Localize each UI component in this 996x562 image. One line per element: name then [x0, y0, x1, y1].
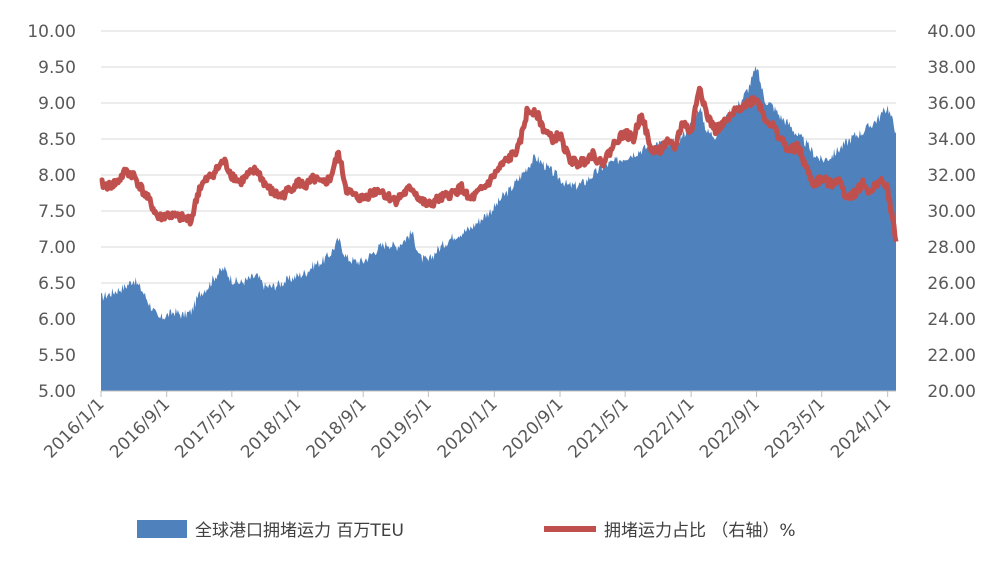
- area-series-layer: [101, 65, 896, 392]
- left-axis-tick-label: 8.50: [38, 130, 76, 150]
- left-axis-tick-label: 5.00: [38, 382, 76, 402]
- right-axis-tick-label: 24.00: [927, 310, 976, 330]
- x-axis-tick-label: 2018/9/1: [303, 394, 371, 462]
- line-series-layer: [99, 85, 899, 243]
- axes: [100, 390, 896, 397]
- left-axis-tick-label: 6.50: [38, 274, 76, 294]
- right-axis-tick-label: 38.00: [927, 58, 976, 78]
- left-axis-tick-label: 9.00: [38, 94, 76, 114]
- left-axis-tick-label: 9.50: [38, 58, 76, 78]
- x-axis-tick-label: 2020/1/1: [434, 394, 502, 462]
- x-axis-tick-label: 2017/5/1: [171, 394, 239, 462]
- x-axis-tick-labels: 2016/1/12016/9/12017/5/12018/1/12018/9/1…: [40, 394, 895, 462]
- x-axis-tick-label: 2021/5/1: [565, 394, 633, 462]
- x-axis-tick-label: 2016/1/1: [40, 394, 108, 462]
- left-axis-tick-labels: 5.00 5.50 6.00 6.50 7.00 7.50 8.00 8.50 9.00 9.50…: [27, 22, 76, 402]
- left-axis-tick-label: 7.00: [38, 238, 76, 258]
- x-axis-tick-label: 2022/1/1: [631, 394, 699, 462]
- left-axis-tick-label: 8.00: [38, 166, 76, 186]
- left-axis-tick-label: 10.00: [27, 22, 76, 42]
- right-axis-tick-label: 20.00: [927, 382, 976, 402]
- right-axis-tick-label: 30.00: [927, 202, 976, 222]
- legend-swatch-area: [137, 520, 187, 538]
- legend-label-area: 全球港口拥堵运力 百万TEU: [195, 521, 404, 541]
- right-axis-tick-label: 36.00: [927, 94, 976, 114]
- area-series-fill: [101, 65, 896, 392]
- right-axis-tick-label: 26.00: [927, 274, 976, 294]
- right-axis-tick-label: 32.00: [927, 166, 976, 186]
- legend-label-line: 拥堵运力占比 （右轴）%: [604, 521, 796, 541]
- x-axis-tick-label: 2018/1/1: [237, 394, 305, 462]
- x-axis-tick-label: 2019/5/1: [368, 394, 436, 462]
- right-axis-tick-labels: 20.00 22.00 24.00 26.00 28.00 30.00 32.00 34.00…: [927, 22, 976, 402]
- x-axis-tick-label: 2016/9/1: [106, 394, 174, 462]
- right-axis-tick-label: 40.00: [927, 22, 976, 42]
- right-axis-tick-label: 22.00: [927, 346, 976, 366]
- right-axis-tick-label: 34.00: [927, 130, 976, 150]
- legend: 全球港口拥堵运力 百万TEU 拥堵运力占比 （右轴）%: [137, 520, 796, 541]
- line-series-path: [99, 85, 899, 243]
- left-axis-tick-label: 5.50: [38, 346, 76, 366]
- left-axis-tick-label: 7.50: [38, 202, 76, 222]
- x-axis-tick-label: 2024/1/1: [827, 394, 895, 462]
- right-axis-tick-label: 28.00: [927, 238, 976, 258]
- x-axis-tick-label: 2022/9/1: [696, 394, 764, 462]
- left-axis-tick-label: 6.00: [38, 310, 76, 330]
- x-axis-tick-label: 2020/9/1: [499, 394, 567, 462]
- x-axis-tick-label: 2023/5/1: [761, 394, 829, 462]
